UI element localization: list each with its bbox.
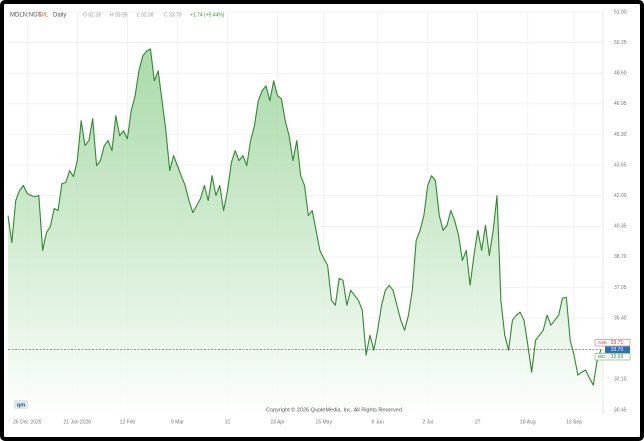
x-tick-label: 2 Jul — [422, 419, 433, 425]
y-tick-label: 40.35 — [614, 224, 627, 230]
y-tick-label: 43.65 — [614, 162, 627, 168]
y-tick-label: 48.60 — [614, 71, 627, 77]
y-tick-label: 35.40 — [614, 315, 627, 321]
interval: Daily — [53, 13, 66, 19]
y-tick-label: 42.00 — [614, 193, 627, 199]
header: MDLN:NGS DIL Daily O 32.33 H 33.95 L 32.… — [10, 12, 225, 18]
area-fill — [8, 48, 601, 416]
copyright: Copyright © 2026 QuoteMedia, Inc. All Ri… — [266, 406, 402, 413]
x-tick-label: 27 — [475, 419, 481, 425]
bid-border — [594, 353, 631, 361]
x-tick-label: 12 Feb — [120, 419, 136, 425]
y-tick-label: 45.30 — [614, 132, 627, 138]
y-tick-label: 37.05 — [614, 285, 627, 291]
ask-value: 33.71 — [611, 340, 624, 346]
y-tick-label: 30.45 — [614, 407, 627, 413]
x-tick-label: 21 Jan 2026 — [64, 419, 92, 425]
y-tick-label: 38.70 — [614, 254, 627, 260]
price-line — [7, 48, 602, 386]
x-tick-label: 10 Sep — [566, 419, 582, 425]
last-value: 33.70 — [611, 347, 624, 353]
close: C 33.70 — [164, 12, 182, 18]
x-tick-label: 18 Aug — [520, 419, 536, 425]
x-tick-label: 23 Apr — [270, 419, 285, 425]
change: +1.74 (+5.44%) — [190, 12, 225, 18]
low: L 32.38 — [137, 12, 154, 18]
ask-border — [594, 339, 631, 347]
logo-box — [14, 400, 28, 409]
x-tick-label: 6 Jun — [372, 419, 384, 425]
exchange: DIL — [39, 13, 49, 19]
ask-tag: ASK — [598, 340, 607, 345]
y-tick-label: 46.95 — [614, 101, 627, 107]
logo: qm — [17, 402, 25, 408]
y-tick-label: 32.10 — [614, 377, 627, 383]
open: O 32.33 — [83, 12, 101, 18]
bid-tag: BID — [598, 354, 606, 359]
bid-value: 32.69 — [611, 354, 624, 360]
high: H 33.95 — [110, 12, 128, 18]
y-tick-label: 51.90 — [614, 9, 627, 15]
x-tick-label: 9 Mar — [171, 419, 184, 425]
last-box — [605, 346, 630, 353]
symbol: MDLN:NGS — [10, 13, 42, 19]
x-tick-label: 15 May — [316, 419, 333, 425]
x-tick-label: 31 — [225, 419, 231, 425]
y-tick-label: 50.25 — [614, 40, 627, 46]
x-tick-label: 26 Dec 2025 — [13, 419, 42, 425]
